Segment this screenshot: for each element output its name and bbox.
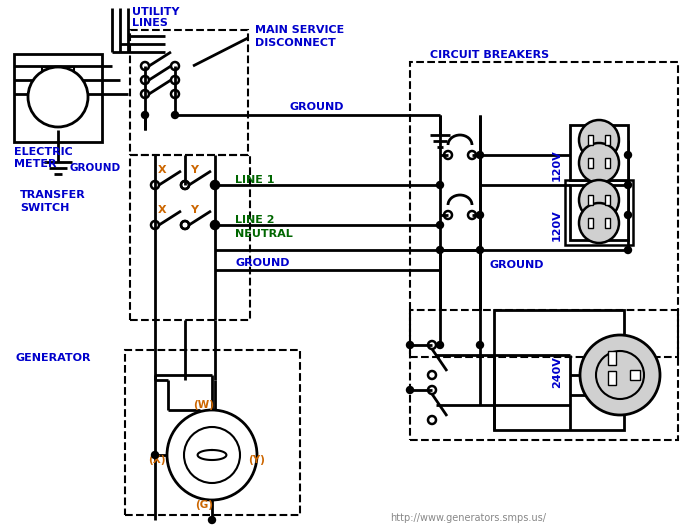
Text: ELECTRIC: ELECTRIC — [14, 147, 73, 157]
Bar — [608, 371, 616, 385]
Text: 120V: 120V — [552, 149, 562, 181]
Text: 120V: 120V — [552, 209, 562, 241]
Text: 240V: 240V — [552, 356, 562, 388]
Text: (Y): (Y) — [248, 455, 266, 465]
Circle shape — [407, 342, 413, 349]
Bar — [588, 218, 593, 228]
Text: (W): (W) — [193, 400, 215, 410]
Bar — [42, 67, 74, 87]
Text: METER: METER — [14, 159, 56, 169]
Text: LINES: LINES — [132, 18, 168, 28]
Bar — [570, 185, 628, 240]
Circle shape — [208, 516, 215, 524]
Bar — [588, 135, 593, 145]
Text: Y: Y — [190, 165, 198, 175]
Circle shape — [477, 342, 484, 349]
Circle shape — [28, 67, 88, 127]
Circle shape — [625, 181, 632, 188]
Bar — [410, 310, 678, 440]
Circle shape — [171, 112, 178, 118]
Text: LINE 1: LINE 1 — [235, 175, 275, 185]
Bar — [130, 30, 248, 155]
Text: GROUND: GROUND — [70, 163, 121, 173]
Text: LINE 2: LINE 2 — [235, 215, 275, 225]
Text: UTILITY: UTILITY — [132, 7, 180, 17]
Circle shape — [625, 212, 632, 218]
Circle shape — [436, 222, 444, 229]
Circle shape — [579, 180, 619, 220]
Bar — [588, 158, 593, 168]
Circle shape — [151, 451, 158, 459]
Bar — [605, 158, 610, 168]
Circle shape — [579, 203, 619, 243]
Text: X: X — [158, 205, 166, 215]
Bar — [608, 351, 616, 365]
Text: CIRCUIT BREAKERS: CIRCUIT BREAKERS — [430, 50, 549, 60]
Bar — [570, 125, 628, 180]
Text: TRANSFER: TRANSFER — [20, 190, 86, 200]
Text: GROUND: GROUND — [490, 260, 544, 270]
Text: GENERATOR: GENERATOR — [15, 353, 91, 363]
Text: MAIN SERVICE: MAIN SERVICE — [255, 25, 344, 35]
Text: X: X — [158, 165, 166, 175]
Bar — [130, 155, 250, 320]
Circle shape — [436, 342, 444, 349]
Text: NEUTRAL: NEUTRAL — [235, 229, 293, 239]
Circle shape — [580, 335, 660, 415]
Circle shape — [436, 247, 444, 253]
Text: SWITCH: SWITCH — [20, 203, 69, 213]
Circle shape — [579, 143, 619, 183]
Text: DISCONNECT: DISCONNECT — [255, 38, 336, 48]
Circle shape — [407, 387, 413, 394]
Bar — [605, 218, 610, 228]
Bar — [494, 310, 624, 430]
Bar — [605, 195, 610, 205]
Bar — [630, 370, 640, 380]
Circle shape — [211, 181, 219, 188]
Circle shape — [625, 247, 632, 253]
Text: GROUND: GROUND — [290, 102, 345, 112]
Text: http://www.generators.smps.us/: http://www.generators.smps.us/ — [390, 513, 546, 523]
Text: GROUND: GROUND — [235, 258, 290, 268]
Bar — [565, 180, 633, 245]
Bar — [14, 54, 102, 142]
Bar — [125, 350, 300, 515]
Circle shape — [211, 222, 219, 229]
Text: (X): (X) — [148, 455, 166, 465]
Text: (G): (G) — [195, 500, 213, 510]
Circle shape — [625, 151, 632, 159]
Circle shape — [436, 181, 444, 188]
Circle shape — [142, 112, 149, 118]
Bar — [605, 135, 610, 145]
Circle shape — [477, 212, 484, 218]
Bar — [410, 62, 678, 357]
Circle shape — [477, 247, 484, 253]
Bar — [588, 195, 593, 205]
Text: Y: Y — [190, 205, 198, 215]
Circle shape — [477, 151, 484, 159]
Circle shape — [167, 410, 257, 500]
Circle shape — [579, 120, 619, 160]
